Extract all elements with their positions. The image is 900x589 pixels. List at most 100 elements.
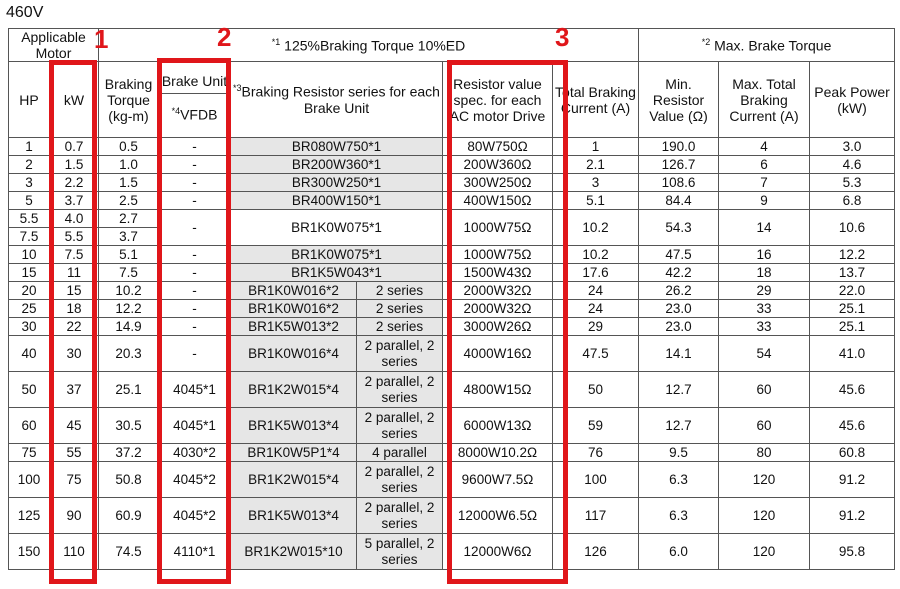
max-current-cell: 54 xyxy=(718,335,811,373)
brake-unit-cell: 4045*2 xyxy=(158,461,231,499)
braking-resistor-table: Applicable Motor *1 125%Braking Torque 1… xyxy=(8,27,896,571)
hp-cell: 30 xyxy=(8,317,50,337)
braking-torque-cell: 74.5 xyxy=(98,533,159,571)
series-config-cell: 2 parallel, 2 series xyxy=(356,407,443,445)
braking-torque-cell: 2.5 xyxy=(98,191,159,211)
braking-torque-cell: 2.7 xyxy=(98,209,159,229)
max-current-cell: 120 xyxy=(718,497,811,535)
min-resistor-cell: 12.7 xyxy=(638,371,720,409)
resistor-spec-cell: 6000W13Ω xyxy=(442,407,553,445)
total-current-cell: 5.1 xyxy=(551,191,640,211)
resistor-spec-cell: 12000W6.5Ω xyxy=(442,497,553,535)
resistor-series-cell: BR400W150*1 xyxy=(230,191,443,211)
resistor-spec-cell: 1000W75Ω xyxy=(442,209,553,247)
braking-torque-group-header: *1 125%Braking Torque 10%ED xyxy=(97,27,640,63)
min-resistor-cell: 6.0 xyxy=(638,533,720,571)
braking-torque-cell: 1.0 xyxy=(98,155,159,175)
braking-torque-cell: 5.1 xyxy=(98,245,159,265)
max-current-cell: 16 xyxy=(718,245,811,265)
total-current-cell: 3 xyxy=(551,173,640,193)
kw-cell: 2.2 xyxy=(49,173,99,193)
total-current-cell: 117 xyxy=(551,497,640,535)
brake-unit-cell: 4045*1 xyxy=(158,371,231,409)
total-current-cell: 1 xyxy=(551,137,640,157)
peak-power-cell: 10.6 xyxy=(809,209,896,247)
braking-torque-cell: 14.9 xyxy=(98,317,159,337)
max-current-cell: 80 xyxy=(718,443,811,463)
kw-cell: 7.5 xyxy=(49,245,99,265)
kw-cell: 110 xyxy=(49,533,99,571)
kw-cell: 1.5 xyxy=(49,155,99,175)
brake-unit-cell: - xyxy=(158,155,231,175)
brake-unit-cell: 4045*2 xyxy=(158,497,231,535)
kw-cell: 22 xyxy=(49,317,99,337)
peak-power-cell: 5.3 xyxy=(809,173,896,193)
series-config-cell: 2 parallel, 2 series xyxy=(356,461,443,499)
table-row: 25 18 12.2- BR1K0W016*2 2 series 2000W32Ω 24 23… xyxy=(8,299,896,319)
resistor-spec-cell: 200W360Ω xyxy=(442,155,553,175)
braking-torque-cell: 50.8 xyxy=(98,461,159,499)
series-config-cell: 5 parallel, 2 series xyxy=(356,533,443,571)
hp-cell: 60 xyxy=(8,407,50,445)
braking-torque-cell: 12.2 xyxy=(98,299,159,319)
peak-power-cell: 91.2 xyxy=(809,461,896,499)
resistor-series-cell: BR1K0W5P1*4 xyxy=(230,443,357,463)
kw-cell: 0.7 xyxy=(49,137,99,157)
brake-unit-cell: 4110*1 xyxy=(158,533,231,571)
total-current-cell: 24 xyxy=(551,299,640,319)
marker-2: 2 xyxy=(217,22,232,52)
resistor-spec-cell: 300W250Ω xyxy=(442,173,553,193)
series-config-cell: 2 parallel, 2 series xyxy=(356,335,443,373)
peak-power-cell: 91.2 xyxy=(809,497,896,535)
table-row: 30 22 14.9- BR1K5W013*2 2 series 3000W26Ω 29 23… xyxy=(8,317,896,337)
min-resistor-cell: 6.3 xyxy=(638,497,720,535)
series-config-cell: 2 series xyxy=(356,299,443,319)
braking-torque-header: Braking Torque (kg-m) xyxy=(98,61,159,139)
peak-power-header: Peak Power (kW) xyxy=(809,61,896,139)
min-resistor-cell: 190.0 xyxy=(638,137,720,157)
hp-cell: 75 xyxy=(8,443,50,463)
min-resistor-cell: 6.3 xyxy=(638,461,720,499)
resistor-spec-cell: 12000W6Ω xyxy=(442,533,553,571)
max-brake-torque-group-header: *2 Max. Brake Torque xyxy=(638,27,896,63)
page-title: 460V xyxy=(6,4,44,21)
hp-cell: 150 xyxy=(8,533,50,571)
hp-cell: 3 xyxy=(8,173,50,193)
braking-torque-cell: 10.2 xyxy=(98,281,159,301)
min-resistor-cell: 9.5 xyxy=(638,443,720,463)
peak-power-cell: 3.0 xyxy=(809,137,896,157)
total-current-cell: 76 xyxy=(551,443,640,463)
max-current-cell: 14 xyxy=(718,209,811,247)
max-current-cell: 6 xyxy=(718,155,811,175)
kw-cell: 5.5 xyxy=(49,227,99,247)
resistor-series-cell: BR1K0W075*1 xyxy=(230,209,443,247)
table-row: 125 90 60.9 4045*2 BR1K5W013*4 2 parallel, 2 … xyxy=(8,497,896,535)
hp-cell: 100 xyxy=(8,461,50,499)
table-row: 5.5 4.0 2.7- BR1K0W075*1 1000W75Ω 10.2 54.3 14 1… xyxy=(8,209,896,247)
resistor-spec-cell: 3000W26Ω xyxy=(442,317,553,337)
resistor-series-cell: BR1K2W015*4 xyxy=(230,461,357,499)
brake-unit-cell: - xyxy=(158,209,231,247)
total-current-header: Total Braking Current (A) xyxy=(551,61,640,139)
kw-cell: 11 xyxy=(49,263,99,283)
min-resistor-header: Min. Resistor Value (Ω) xyxy=(638,61,720,139)
peak-power-cell: 6.8 xyxy=(809,191,896,211)
table-row: 15 11 7.5- BR1K5W043*1 1500W43Ω 17.6 42.2 18 13.… xyxy=(8,263,896,283)
total-current-cell: 10.2 xyxy=(551,209,640,247)
brake-unit-cell: - xyxy=(158,335,231,373)
max-current-header: Max. Total Braking Current (A) xyxy=(718,61,811,139)
total-current-cell: 47.5 xyxy=(551,335,640,373)
hp-cell: 40 xyxy=(8,335,50,373)
kw-cell: 90 xyxy=(49,497,99,535)
min-resistor-cell: 14.1 xyxy=(638,335,720,373)
braking-torque-cell: 7.5 xyxy=(98,263,159,283)
max-current-cell: 120 xyxy=(718,533,811,571)
resistor-series-cell: BR1K5W013*2 xyxy=(230,317,357,337)
table-row: 3 2.2 1.5- BR300W250*1 300W250Ω 3 108.6 7 5.3 xyxy=(8,173,896,193)
max-current-cell: 60 xyxy=(718,407,811,445)
max-current-cell: 33 xyxy=(718,299,811,319)
hp-cell: 20 xyxy=(8,281,50,301)
braking-torque-cell: 37.2 xyxy=(98,443,159,463)
hp-cell: 5.5 xyxy=(8,209,50,229)
series-config-cell: 2 parallel, 2 series xyxy=(356,371,443,409)
